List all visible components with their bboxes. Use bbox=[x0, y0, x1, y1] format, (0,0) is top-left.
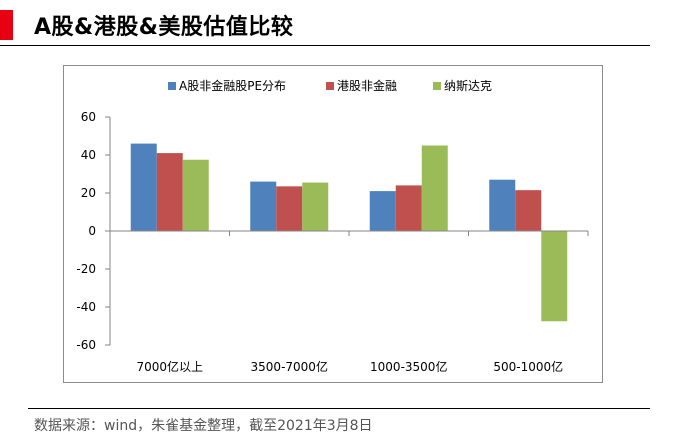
category-label: 7000亿以上 bbox=[136, 359, 203, 374]
legend-swatch bbox=[168, 82, 176, 90]
title-bar: A股&港股&美股估值比较 bbox=[0, 6, 678, 46]
bar bbox=[182, 159, 209, 231]
bar bbox=[541, 231, 568, 322]
bar bbox=[515, 190, 542, 231]
bar bbox=[395, 185, 422, 231]
y-tick-label: -40 bbox=[76, 300, 96, 314]
bar-group bbox=[130, 143, 568, 322]
category-label: 3500-7000亿 bbox=[251, 359, 328, 374]
footer-divider bbox=[28, 408, 650, 409]
bar bbox=[489, 179, 516, 231]
bar bbox=[302, 182, 329, 231]
y-tick-label: 60 bbox=[81, 110, 96, 124]
y-tick-label: 40 bbox=[81, 148, 96, 162]
y-tick-label: 0 bbox=[88, 224, 96, 238]
bar bbox=[421, 145, 448, 231]
y-tick-label: -20 bbox=[76, 262, 96, 276]
legend-swatch bbox=[326, 82, 334, 90]
title-accent-bar bbox=[0, 10, 13, 40]
y-tick-label: -60 bbox=[76, 338, 96, 352]
chart-legend: A股非金融股PE分布 港股非金融 纳斯达克 bbox=[168, 78, 492, 93]
legend-label: 港股非金融 bbox=[337, 78, 397, 93]
bar bbox=[369, 191, 396, 231]
title-divider bbox=[0, 45, 650, 46]
bar bbox=[130, 143, 157, 231]
bar bbox=[156, 153, 183, 231]
x-axis: 7000亿以上 3500-7000亿 1000-3500亿 500-1000亿 bbox=[109, 230, 589, 374]
category-label: 500-1000亿 bbox=[493, 359, 563, 374]
page-title: A股&港股&美股估值比较 bbox=[34, 15, 294, 40]
legend-label: A股非金融股PE分布 bbox=[179, 78, 286, 93]
category-label: 1000-3500亿 bbox=[370, 359, 447, 374]
legend-swatch bbox=[433, 82, 441, 90]
y-tick-label: 20 bbox=[81, 186, 96, 200]
source-note: 数据来源：wind，朱雀基金整理，截至2021年3月8日 bbox=[34, 418, 373, 434]
bar bbox=[250, 181, 277, 231]
bar bbox=[276, 186, 303, 231]
y-axis: -60 -40 -20 0 20 40 60 bbox=[76, 110, 111, 352]
legend-label: 纳斯达克 bbox=[444, 79, 492, 93]
